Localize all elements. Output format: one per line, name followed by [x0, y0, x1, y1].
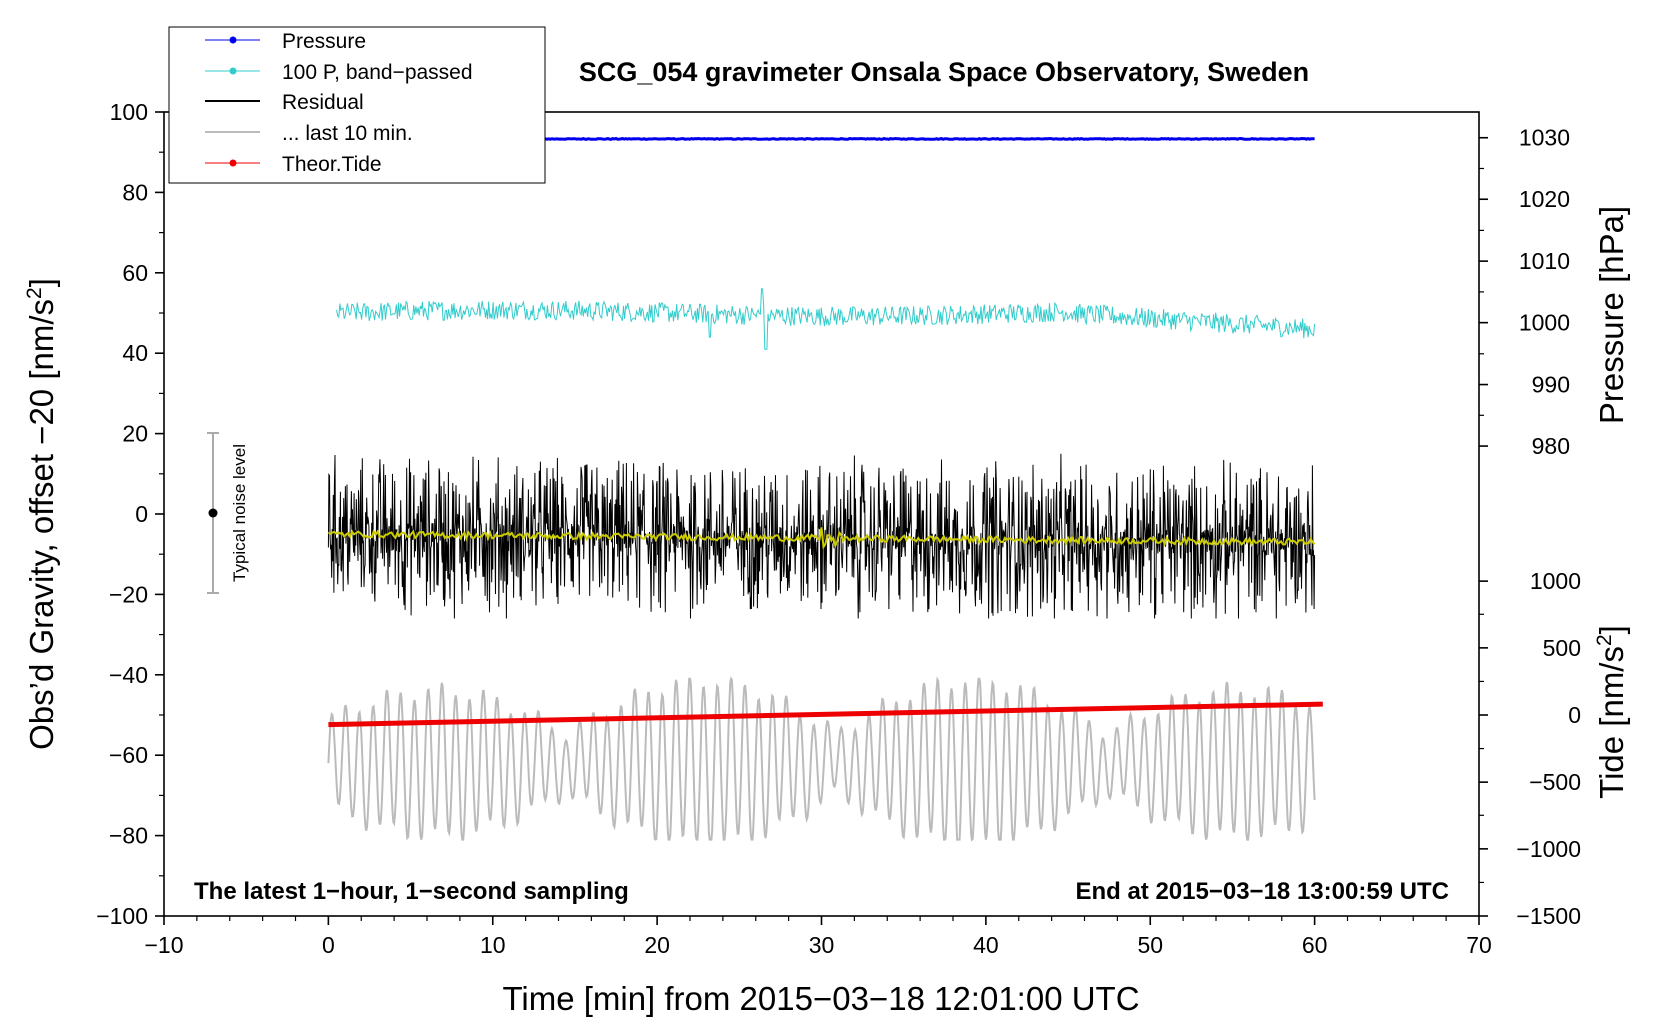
y-tick-label: −20 [109, 581, 148, 607]
pressure-tick-label: 1000 [1519, 310, 1570, 336]
annotation-end-time: End at 2015−03−18 13:00:59 UTC [1075, 878, 1449, 905]
y-tick-label: −60 [109, 742, 148, 768]
series-theor-tide-line [328, 701, 1323, 728]
legend-entry-pressure: Pressure [205, 30, 366, 53]
x-tick-label: −10 [144, 932, 183, 958]
annotation-sampling: The latest 1−hour, 1−second sampling [194, 878, 629, 905]
x-tick-label: 60 [1302, 932, 1328, 958]
y-tick-label: 80 [122, 179, 148, 205]
tide-tick-label: 0 [1568, 702, 1581, 728]
tide-tick-label: −1500 [1516, 903, 1581, 929]
noise-level-bar: Typical noise level [207, 432, 249, 594]
x-axis-title: Time [min] from 2015−03−18 12:01:00 UTC [502, 980, 1139, 1017]
legend-label-pressure: Pressure [282, 30, 366, 53]
tide-tick-label: 1000 [1530, 568, 1581, 594]
series-band-passed-line [336, 288, 1316, 350]
y-axis-title-tide: Tide [nm/s2] [1593, 625, 1630, 799]
x-tick-label: 50 [1137, 932, 1163, 958]
legend-marker-pressure [229, 36, 237, 44]
legend-entry-residual: Residual [205, 91, 364, 114]
x-tick-label: 0 [322, 932, 335, 958]
legend-entry-last-10-min: ... last 10 min. [205, 122, 413, 145]
y-tick-label: −100 [96, 903, 148, 929]
pressure-tick-label: 980 [1532, 433, 1570, 459]
y-tick-label: 0 [135, 501, 148, 527]
y-axis-title-tide-main: Tide [nm/s [1593, 646, 1630, 799]
y-axis-title-gravity-sup: 2 [23, 287, 46, 299]
y-axis-title-gravity: Obs’d Gravity, offset −20 [nm/s2] [23, 278, 60, 750]
tide-tick-label: −1000 [1516, 836, 1581, 862]
tide-tick-label: 500 [1543, 635, 1581, 661]
series-residual-smoothed-line [327, 527, 1316, 551]
x-tick-label: 20 [644, 932, 670, 958]
legend-entry-theor-tide: Theor.Tide [205, 153, 382, 176]
x-tick-label: 40 [973, 932, 999, 958]
tide-tick-label: −500 [1529, 769, 1581, 795]
x-tick-label: 30 [809, 932, 835, 958]
noise-bar-center-dot [208, 508, 218, 518]
x-axis: −10 0 10 20 30 40 50 60 70 [144, 916, 1492, 958]
legend-label-band-passed: 100 P, band−passed [282, 61, 473, 84]
legend-label-residual: Residual [282, 91, 364, 114]
legend-entry-band-passed: 100 P, band−passed [205, 61, 473, 84]
y-axis-tide: −1500 −1000 −500 0 500 1000 [1479, 568, 1581, 929]
legend-marker-theor-tide [229, 159, 237, 167]
chart-title: SCG_054 gravimeter Onsala Space Observat… [579, 57, 1309, 87]
y-axis-title-tide-end: ] [1593, 625, 1630, 634]
noise-bar-label: Typical noise level [230, 444, 249, 582]
y-axis-title-gravity-end: ] [23, 278, 60, 287]
pressure-tick-label: 990 [1532, 372, 1570, 398]
y-tick-label: −40 [109, 662, 148, 688]
legend: Pressure 100 P, band−passed Residual ...… [168, 26, 546, 184]
y-axis-gravity: −100 −80 −60 −40 −20 0 20 40 60 80 100 [96, 99, 164, 929]
x-tick-label: 70 [1466, 932, 1492, 958]
series-residual-line [327, 453, 1316, 619]
pressure-tick-label: 1010 [1519, 248, 1570, 274]
y-tick-label: −80 [109, 823, 148, 849]
y-axis-pressure: 980 990 1000 1010 1020 1030 [1479, 125, 1570, 459]
y-tick-label: 60 [122, 260, 148, 286]
legend-marker-band-passed [229, 67, 237, 75]
y-axis-title-pressure: Pressure [hPa] [1593, 206, 1630, 424]
y-axis-title-tide-sup: 2 [1593, 634, 1616, 646]
y-tick-label: 100 [110, 99, 148, 125]
pressure-tick-label: 1020 [1519, 186, 1570, 212]
series-last-10-min-line [327, 676, 1316, 842]
legend-box [168, 26, 546, 184]
legend-label-last-10-min: ... last 10 min. [282, 122, 413, 145]
x-tick-label: 10 [480, 932, 506, 958]
y-tick-label: 20 [122, 421, 148, 447]
pressure-tick-label: 1030 [1519, 125, 1570, 151]
y-tick-label: 40 [122, 340, 148, 366]
series-layer [327, 136, 1323, 842]
y-axis-title-gravity-main: Obs’d Gravity, offset −20 [nm/s [23, 299, 60, 750]
legend-label-theor-tide: Theor.Tide [282, 153, 382, 176]
